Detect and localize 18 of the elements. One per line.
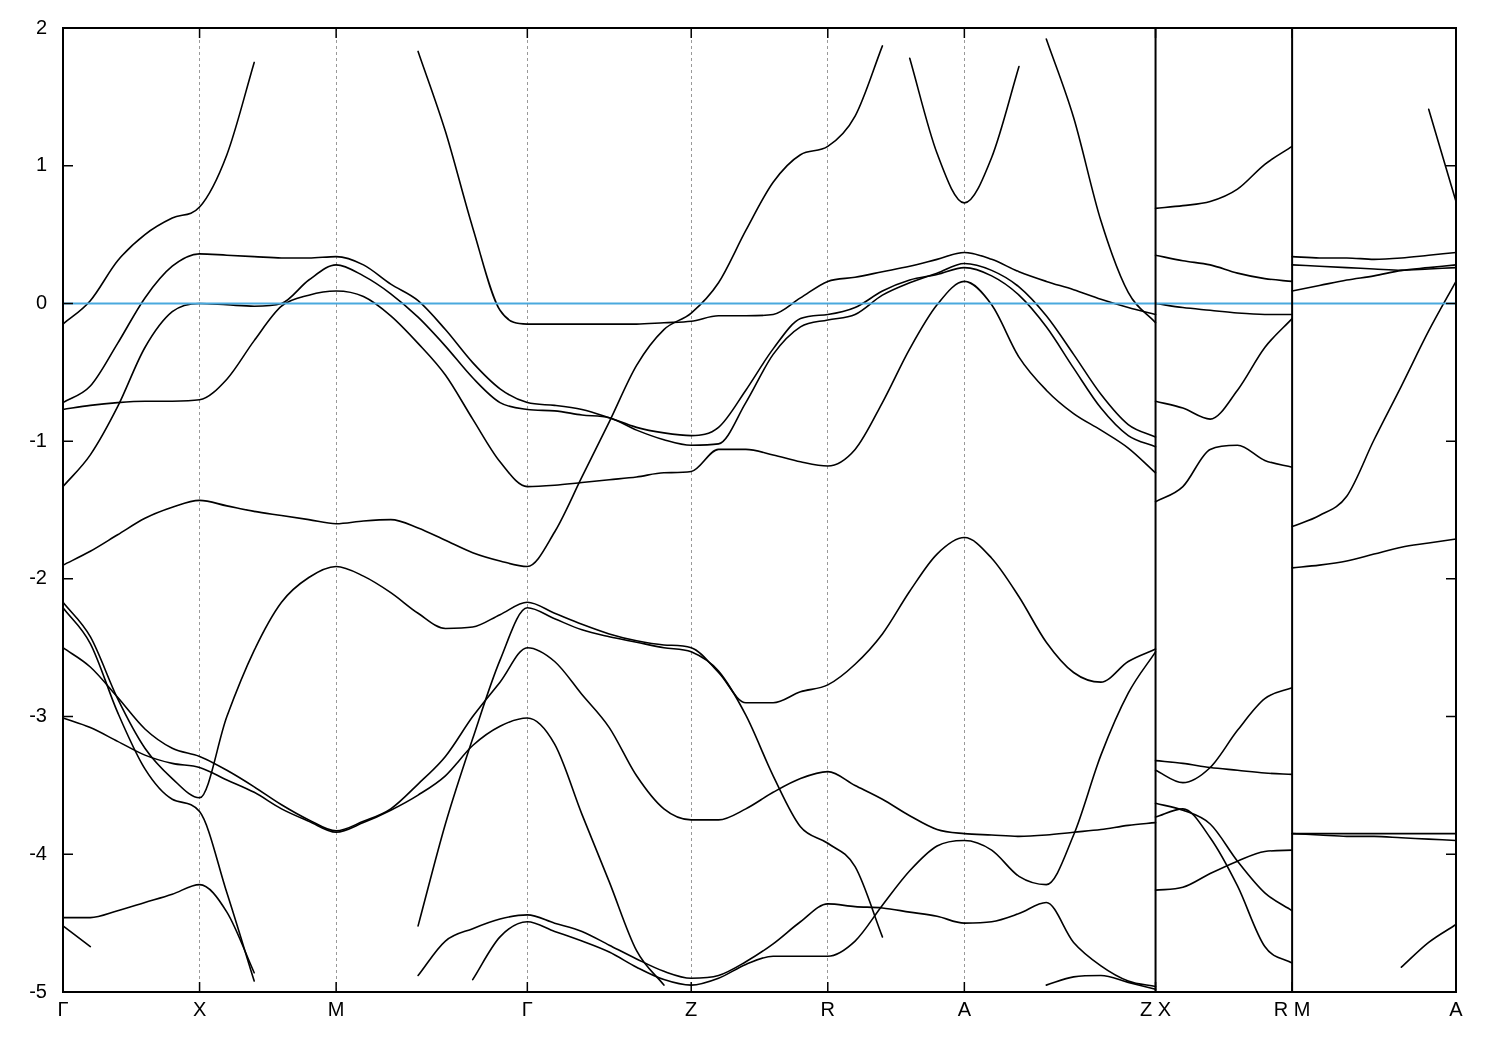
y-tick-label: -3 <box>29 704 47 727</box>
y-tick-label: -1 <box>29 428 47 451</box>
x-tick-label: X <box>192 997 207 1020</box>
x-tick-label: A <box>1449 997 1464 1020</box>
y-tick-label: -5 <box>29 979 47 1002</box>
x-tick-label: M <box>327 997 345 1020</box>
y-tick-label: 2 <box>35 15 47 38</box>
y-tick-label: -4 <box>29 841 47 864</box>
x-tick-label: Γ <box>521 997 533 1020</box>
x-tick-label: R <box>820 997 836 1020</box>
y-tick-label: -2 <box>29 566 47 589</box>
x-tick-label: Z X <box>1139 997 1172 1020</box>
x-tick-label: Γ <box>57 997 69 1020</box>
x-tick-label: R M <box>1273 997 1311 1020</box>
y-tick-label: 0 <box>35 290 47 313</box>
y-tick-label: 1 <box>35 153 47 176</box>
x-tick-label: A <box>957 997 972 1020</box>
x-tick-label: Z <box>685 997 698 1020</box>
